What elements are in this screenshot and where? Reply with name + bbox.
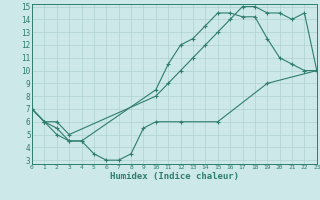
X-axis label: Humidex (Indice chaleur): Humidex (Indice chaleur): [110, 172, 239, 181]
